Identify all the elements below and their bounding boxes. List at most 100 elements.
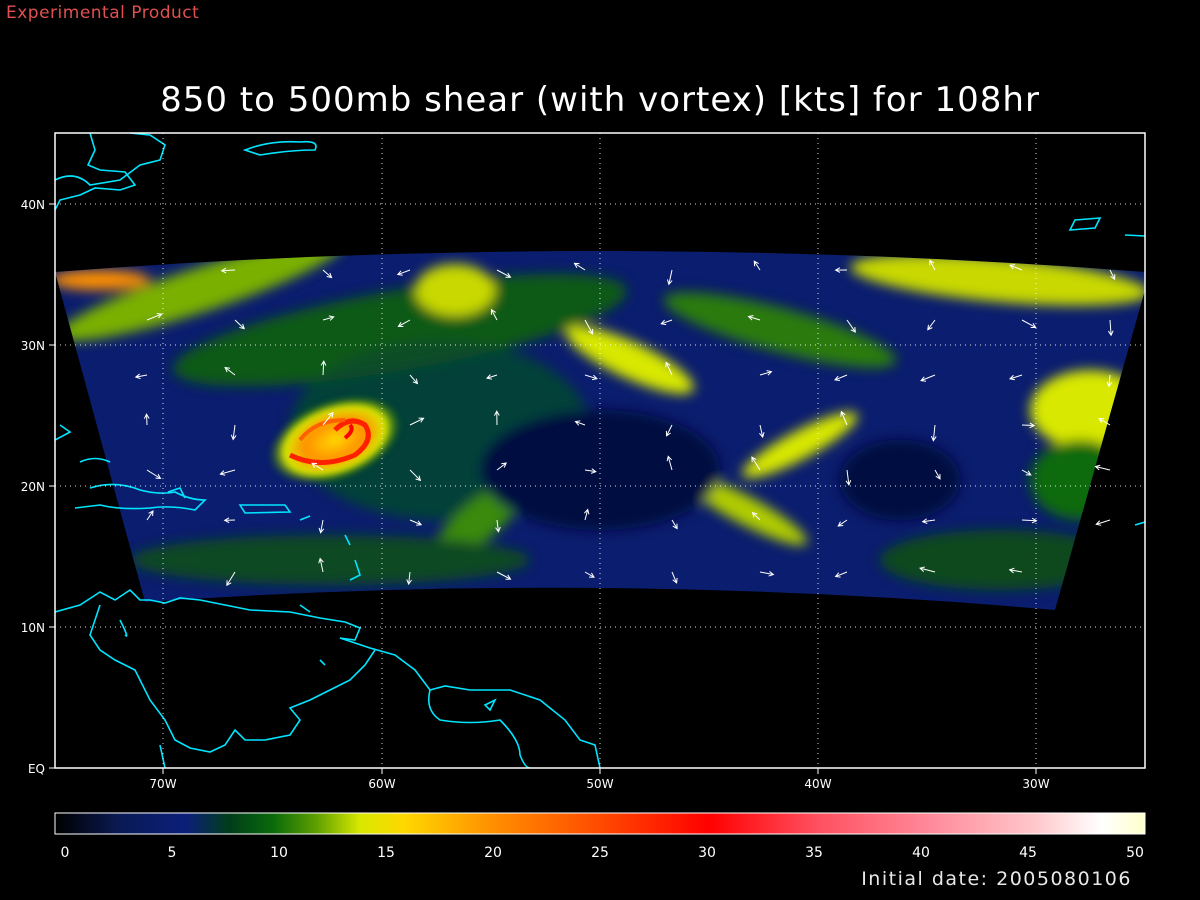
colorbar-tick-40: 40 bbox=[912, 845, 930, 861]
wind-arrow bbox=[409, 469, 422, 482]
wind-arrow bbox=[220, 267, 236, 274]
wind-arrow bbox=[666, 455, 673, 471]
wind-arrow bbox=[1106, 374, 1113, 388]
wind-arrow bbox=[1098, 417, 1111, 426]
wind-arrow bbox=[146, 313, 163, 321]
wind-arrow bbox=[671, 571, 678, 584]
wind-arrow bbox=[1008, 374, 1023, 381]
wind-arrow bbox=[919, 566, 936, 573]
wind-arrow bbox=[665, 424, 673, 437]
lat-label-40n: 40N bbox=[21, 198, 45, 212]
wind-arrow bbox=[496, 571, 512, 580]
colorbar-tick-45: 45 bbox=[1019, 845, 1037, 861]
lon-label-60w: 60W bbox=[368, 777, 395, 791]
wind-arrow bbox=[1107, 319, 1114, 337]
wind-arrow bbox=[318, 519, 325, 534]
map-title: 850 to 500mb shear (with vortex) [kts] f… bbox=[160, 80, 1040, 120]
wind-arrow bbox=[934, 469, 941, 480]
wind-arrow bbox=[834, 267, 848, 273]
wind-arrow bbox=[759, 370, 773, 376]
lat-label-eq: EQ bbox=[28, 762, 45, 776]
wind-arrow bbox=[1095, 519, 1111, 526]
vortex bbox=[267, 395, 403, 485]
wind-arrow bbox=[311, 462, 324, 471]
wind-arrow bbox=[409, 519, 423, 526]
colorbar-tick-20: 20 bbox=[484, 845, 502, 861]
wind-arrow bbox=[1094, 464, 1111, 471]
colorbar-tick-50: 50 bbox=[1126, 845, 1144, 861]
wind-arrow bbox=[224, 366, 236, 376]
wind-arrow bbox=[230, 424, 237, 441]
wind-arrow bbox=[226, 571, 236, 587]
wind-arrow bbox=[234, 319, 245, 330]
wind-arrow bbox=[834, 571, 848, 578]
lat-label-30n: 30N bbox=[21, 339, 45, 353]
wind-arrow bbox=[496, 269, 512, 278]
wind-arrow bbox=[573, 262, 586, 271]
wind-arrow bbox=[660, 319, 673, 326]
wind-arrow bbox=[837, 519, 848, 527]
wind-arrow bbox=[834, 374, 848, 381]
wind-arrow bbox=[584, 468, 597, 474]
wind-arrow bbox=[930, 424, 937, 442]
wind-arrow bbox=[1021, 517, 1038, 524]
wind-arrow bbox=[840, 410, 848, 426]
colorbar-tick-5: 5 bbox=[168, 845, 177, 861]
colorbar-tick-0: 0 bbox=[61, 845, 70, 861]
wind-arrow bbox=[134, 373, 148, 380]
wind-arrow bbox=[494, 410, 500, 426]
wind-arrow bbox=[665, 361, 673, 376]
wind-arrow bbox=[1021, 469, 1032, 476]
wind-arrow bbox=[1021, 422, 1036, 429]
wind-arrow bbox=[751, 456, 761, 471]
wind-arrow bbox=[845, 469, 852, 486]
wind-arrow bbox=[671, 519, 678, 530]
wind-arrow bbox=[223, 517, 236, 524]
wind-arrow bbox=[1009, 264, 1023, 271]
wind-arrow bbox=[396, 269, 411, 276]
wind-arrow bbox=[1008, 567, 1023, 574]
wind-arrow bbox=[318, 557, 324, 573]
wind-arrow bbox=[322, 269, 333, 279]
wind-arrow bbox=[1021, 319, 1037, 328]
colorbar: 0 5 10 15 20 25 30 35 40 45 50 bbox=[54, 812, 1146, 861]
wind-arrow bbox=[751, 511, 761, 521]
wind-arrow bbox=[584, 571, 595, 578]
colorbar-tick-35: 35 bbox=[805, 845, 823, 861]
wind-arrow bbox=[496, 462, 508, 471]
wind-arrow bbox=[583, 508, 590, 521]
wind-arrow bbox=[485, 374, 498, 380]
wind-arrow bbox=[495, 519, 501, 533]
coastlines bbox=[55, 133, 1145, 768]
colorbar-tick-25: 25 bbox=[591, 845, 609, 861]
wind-arrow bbox=[666, 269, 673, 286]
lat-label-20n: 20N bbox=[21, 480, 45, 494]
wind-arrow bbox=[921, 518, 936, 524]
wind-arrow bbox=[409, 417, 425, 426]
lon-label-50w: 50W bbox=[586, 777, 613, 791]
wind-arrow bbox=[759, 424, 765, 439]
wind-arrow bbox=[753, 260, 761, 271]
wind-arrow bbox=[322, 411, 334, 426]
lat-label-10n: 10N bbox=[21, 621, 45, 635]
wind-arrow bbox=[584, 374, 598, 381]
wind-arrow bbox=[409, 374, 419, 385]
lon-label-70w: 70W bbox=[149, 777, 176, 791]
wind-arrow bbox=[929, 259, 936, 271]
wind-arrow bbox=[219, 469, 236, 476]
wind-arrow bbox=[574, 420, 586, 426]
wind-arrow bbox=[490, 308, 498, 321]
wind-arrow bbox=[322, 315, 335, 321]
wind-arrow bbox=[927, 319, 936, 331]
lat-lon-grid bbox=[55, 133, 1145, 768]
initial-date: Initial date: 2005080106 bbox=[861, 868, 1132, 890]
wind-arrows bbox=[134, 259, 1116, 587]
wind-arrow bbox=[759, 570, 775, 577]
vortex-core bbox=[288, 418, 371, 465]
colorbar-tick-15: 15 bbox=[377, 845, 395, 861]
lon-label-40w: 40W bbox=[804, 777, 831, 791]
wind-arrow bbox=[846, 319, 856, 333]
colorbar-labels: 0 5 10 15 20 25 30 35 40 45 50 bbox=[61, 845, 1144, 861]
wind-arrow bbox=[1109, 269, 1116, 281]
